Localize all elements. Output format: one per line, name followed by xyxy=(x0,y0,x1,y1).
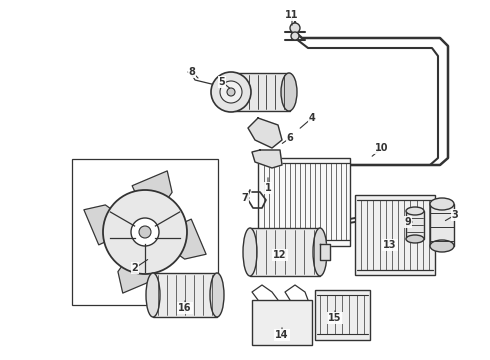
Ellipse shape xyxy=(430,198,454,210)
Text: 14: 14 xyxy=(275,330,289,340)
Polygon shape xyxy=(132,171,172,219)
Text: 4: 4 xyxy=(309,113,316,123)
Circle shape xyxy=(220,81,242,103)
Bar xyxy=(250,228,320,276)
Bar xyxy=(258,158,350,246)
Ellipse shape xyxy=(243,228,257,276)
Circle shape xyxy=(139,226,151,238)
Bar xyxy=(72,159,218,305)
Ellipse shape xyxy=(313,228,327,276)
Text: 15: 15 xyxy=(328,313,342,323)
Circle shape xyxy=(291,32,299,40)
Text: 9: 9 xyxy=(405,217,412,227)
Text: 3: 3 xyxy=(452,210,458,220)
Text: 16: 16 xyxy=(178,303,192,313)
Ellipse shape xyxy=(227,73,243,111)
Bar xyxy=(252,300,312,345)
Bar xyxy=(355,195,435,275)
Ellipse shape xyxy=(406,207,424,215)
Polygon shape xyxy=(252,150,282,168)
Ellipse shape xyxy=(430,240,454,252)
Text: 5: 5 xyxy=(219,77,225,87)
Text: 1: 1 xyxy=(265,183,271,193)
Text: 8: 8 xyxy=(189,67,196,77)
Text: 12: 12 xyxy=(273,250,287,260)
Bar xyxy=(235,73,290,111)
Bar xyxy=(406,211,424,239)
Text: 7: 7 xyxy=(242,193,248,203)
Ellipse shape xyxy=(146,273,160,317)
Ellipse shape xyxy=(406,235,424,243)
Ellipse shape xyxy=(210,273,224,317)
Text: 2: 2 xyxy=(132,263,138,273)
Polygon shape xyxy=(118,245,158,293)
Circle shape xyxy=(211,72,251,112)
Bar xyxy=(315,290,370,340)
Circle shape xyxy=(227,88,235,96)
Circle shape xyxy=(290,23,300,33)
Bar xyxy=(430,204,454,246)
Circle shape xyxy=(131,218,159,246)
Text: 6: 6 xyxy=(287,133,294,143)
Text: 11: 11 xyxy=(285,10,299,20)
Polygon shape xyxy=(158,219,206,259)
Ellipse shape xyxy=(281,73,297,111)
Polygon shape xyxy=(84,205,132,245)
Polygon shape xyxy=(248,118,282,148)
Text: 13: 13 xyxy=(383,240,397,250)
Bar xyxy=(153,273,217,317)
Text: 10: 10 xyxy=(375,143,389,153)
Polygon shape xyxy=(320,244,330,260)
Circle shape xyxy=(103,190,187,274)
